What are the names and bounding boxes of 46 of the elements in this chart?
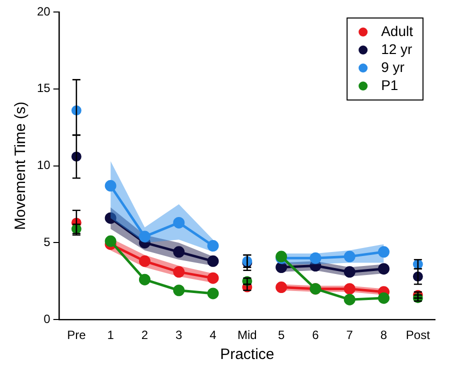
x-tick-label: 8 xyxy=(380,328,388,342)
x-tick-label: 6 xyxy=(312,328,320,342)
x-tick-label: Mid xyxy=(238,328,257,342)
x-tick-label: 2 xyxy=(141,328,148,342)
point xyxy=(276,262,288,274)
legend-label: Adult xyxy=(381,22,414,39)
legend-label: P1 xyxy=(381,76,398,93)
y-tick-label: 15 xyxy=(36,81,51,96)
point xyxy=(138,274,150,286)
point xyxy=(378,292,390,304)
point xyxy=(104,180,116,192)
y-tick-label: 0 xyxy=(44,312,51,326)
point xyxy=(173,246,185,258)
x-tick-label: 7 xyxy=(346,328,354,342)
y-axis-title: Movement Time (s) xyxy=(12,102,30,230)
y-tick-label: 10 xyxy=(36,158,51,172)
point xyxy=(378,246,390,258)
x-axis-title: Practice xyxy=(220,346,274,364)
point xyxy=(344,266,356,278)
x-tick-label: 5 xyxy=(278,328,285,342)
point xyxy=(138,230,150,242)
point xyxy=(378,263,390,275)
point xyxy=(310,252,322,264)
point xyxy=(344,294,356,306)
x-tick-label: Pre xyxy=(67,328,86,342)
point xyxy=(207,240,219,252)
x-tick-label: 3 xyxy=(176,328,183,342)
point xyxy=(173,216,185,228)
point xyxy=(104,212,116,224)
x-tick-label: 4 xyxy=(210,328,217,342)
point xyxy=(138,255,150,267)
point xyxy=(173,266,185,278)
point xyxy=(344,250,356,262)
y-tick-label: 20 xyxy=(36,4,51,18)
y-tick-label: 5 xyxy=(44,235,51,250)
point xyxy=(207,272,219,284)
point xyxy=(207,255,219,267)
x-tick-label: 1 xyxy=(107,328,114,342)
point xyxy=(173,284,185,296)
x-tick-label: Post xyxy=(406,328,431,342)
point xyxy=(344,283,356,295)
legend-label: 9 yr xyxy=(381,58,405,75)
point xyxy=(207,288,219,300)
point xyxy=(276,282,288,294)
legend-label: 12 yr xyxy=(381,40,413,57)
point xyxy=(104,235,116,247)
